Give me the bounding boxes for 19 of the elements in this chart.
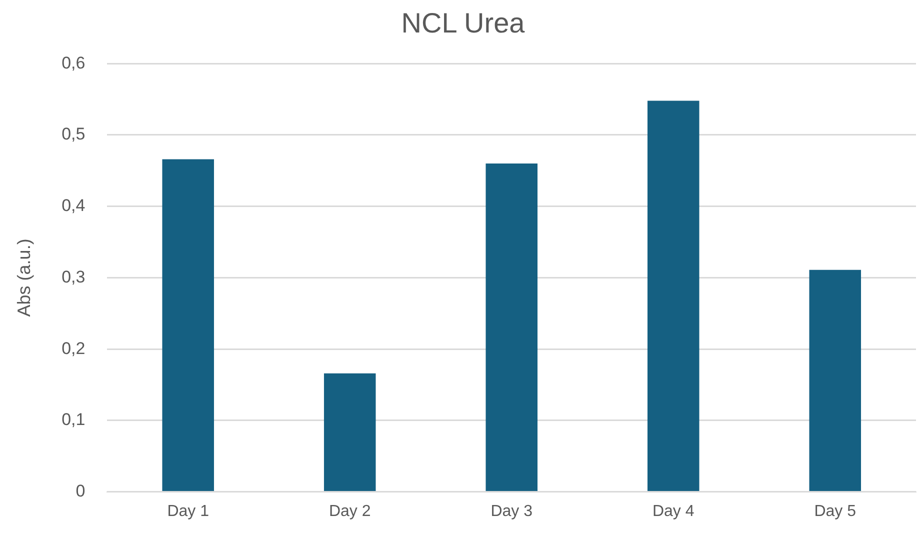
- bar: [162, 159, 214, 492]
- y-tick-label: 0,2: [62, 338, 86, 358]
- y-tick-label: 0: [76, 481, 86, 500]
- bar: [647, 100, 700, 492]
- y-tick-label: 0,1: [62, 410, 86, 430]
- bar: [324, 373, 376, 492]
- x-tick-label: Day 5: [814, 502, 856, 520]
- y-axis-title: Abs (a.u.): [14, 238, 34, 317]
- y-tick-label: 0,6: [62, 53, 86, 72]
- x-tick-label: Day 1: [167, 502, 210, 520]
- y-tick-label: 0,4: [62, 196, 86, 216]
- x-tick-label: Day 4: [652, 502, 694, 520]
- chart-title: NCL Urea: [401, 8, 526, 39]
- x-tick-label: Day 3: [490, 502, 533, 520]
- y-tick-label: 0,5: [62, 124, 86, 144]
- y-tick-label: 0,3: [62, 267, 86, 286]
- bar: [486, 164, 538, 492]
- x-tick-label: Day 2: [328, 502, 371, 520]
- bar: [809, 270, 862, 492]
